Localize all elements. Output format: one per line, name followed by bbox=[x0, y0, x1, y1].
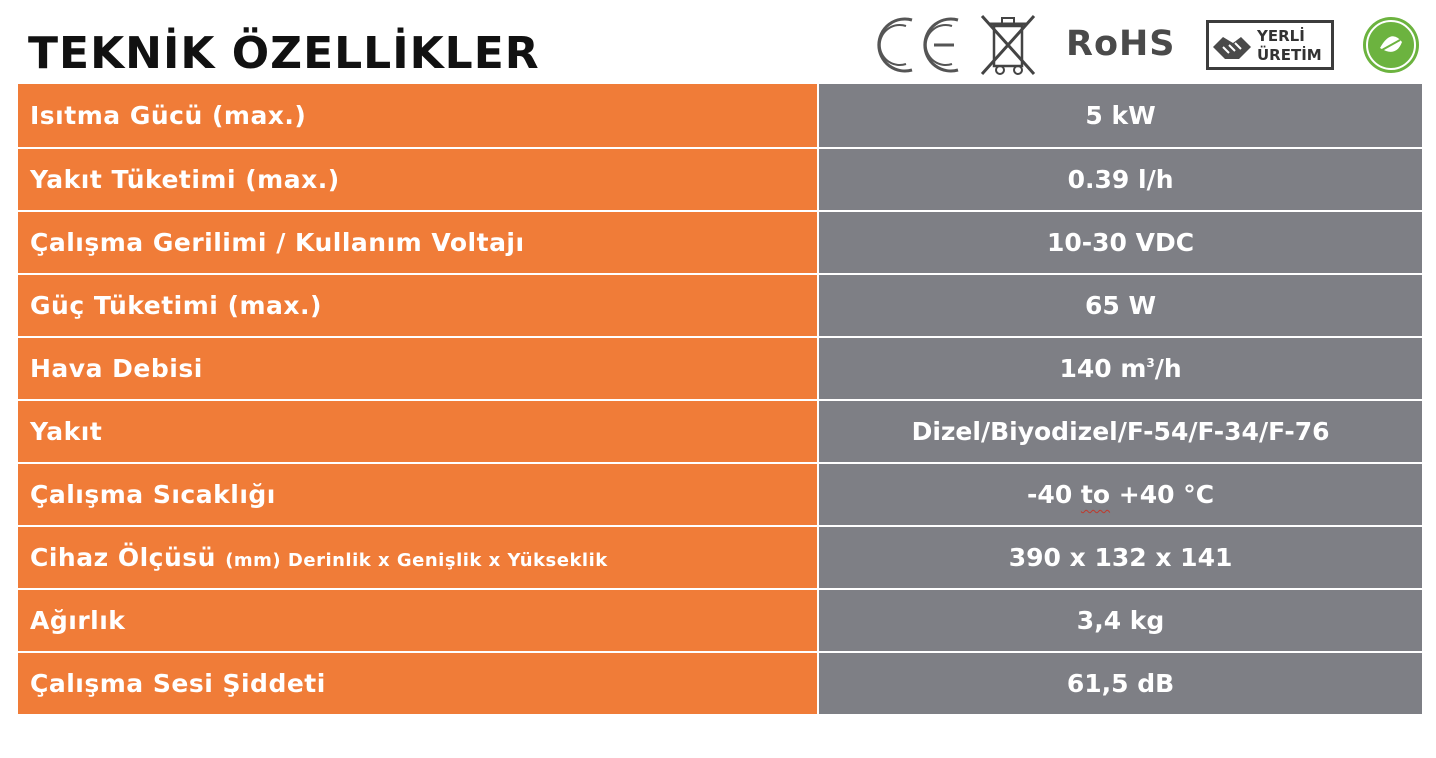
table-row: Çalışma Sıcaklığı -40 to +40 °C bbox=[18, 462, 1422, 525]
spec-value: 61,5 dB bbox=[817, 651, 1422, 714]
spec-label: Güç Tüketimi (max.) bbox=[18, 273, 818, 336]
value-pre: -40 bbox=[1027, 480, 1081, 509]
yerli-uretim-badge: YERLİ ÜRETİM bbox=[1206, 20, 1334, 70]
rohs-label: RoHS bbox=[1066, 24, 1176, 64]
table-row: Isıtma Gücü (max.) 5 kW bbox=[18, 84, 1422, 147]
table-row: Hava Debisi 140 m3/h bbox=[18, 336, 1422, 399]
spec-label: Çalışma Sesi Şiddeti bbox=[18, 651, 818, 714]
spec-table: Isıtma Gücü (max.) 5 kW Yakıt Tüketimi (… bbox=[18, 84, 1422, 714]
table-row: Cihaz Ölçüsü (mm) Derinlik x Genişlik x … bbox=[18, 525, 1422, 588]
handshake-icon bbox=[1213, 37, 1251, 59]
table-row: Güç Tüketimi (max.) 65 W bbox=[18, 273, 1422, 336]
value-main: 140 m bbox=[1059, 354, 1147, 383]
spec-label: Hava Debisi bbox=[18, 336, 818, 399]
spec-value: 0.39 l/h bbox=[817, 147, 1422, 210]
spec-label: Çalışma Gerilimi / Kullanım Voltajı bbox=[18, 210, 818, 273]
uretim-text: ÜRETİM bbox=[1257, 46, 1322, 64]
certification-badges: RoHS YERLİ ÜRETİM bbox=[870, 10, 1430, 80]
label-main: Cihaz Ölçüsü bbox=[30, 543, 216, 572]
eco-badge-icon bbox=[1363, 17, 1419, 73]
table-row: Çalışma Sesi Şiddeti 61,5 dB bbox=[18, 651, 1422, 714]
table-row: Yakıt Dizel/Biyodizel/F-54/F-34/F-76 bbox=[18, 399, 1422, 462]
table-row: Yakıt Tüketimi (max.) 0.39 l/h bbox=[18, 147, 1422, 210]
table-row: Ağırlık 3,4 kg bbox=[18, 588, 1422, 651]
spec-label: Cihaz Ölçüsü (mm) Derinlik x Genişlik x … bbox=[18, 525, 818, 588]
spec-value: Dizel/Biyodizel/F-54/F-34/F-76 bbox=[817, 399, 1422, 462]
spec-label: Isıtma Gücü (max.) bbox=[18, 84, 818, 147]
spec-value: 65 W bbox=[817, 273, 1422, 336]
value-post: +40 °C bbox=[1110, 480, 1215, 509]
label-sub: (mm) Derinlik x Genişlik x Yükseklik bbox=[225, 550, 608, 571]
spec-value: 390 x 132 x 141 bbox=[817, 525, 1422, 588]
table-row: Çalışma Gerilimi / Kullanım Voltajı 10-3… bbox=[18, 210, 1422, 273]
page-title: TEKNİK ÖZELLİKLER bbox=[28, 28, 540, 79]
value-mid: to bbox=[1080, 480, 1111, 509]
spec-label: Yakıt Tüketimi (max.) bbox=[18, 147, 818, 210]
yerli-text: YERLİ bbox=[1257, 27, 1305, 45]
value-superscript: 3 bbox=[1146, 356, 1155, 370]
spec-label: Yakıt bbox=[18, 399, 818, 462]
weee-bin-icon bbox=[980, 14, 1036, 76]
spec-value: -40 to +40 °C bbox=[817, 462, 1422, 525]
spec-label: Ağırlık bbox=[18, 588, 818, 651]
spec-value: 10-30 VDC bbox=[817, 210, 1422, 273]
spec-value: 5 kW bbox=[817, 84, 1422, 147]
ce-mark-icon bbox=[877, 17, 959, 73]
value-suffix: /h bbox=[1154, 354, 1182, 383]
spec-value: 140 m3/h bbox=[817, 336, 1422, 399]
spec-label: Çalışma Sıcaklığı bbox=[18, 462, 818, 525]
spec-value: 3,4 kg bbox=[817, 588, 1422, 651]
